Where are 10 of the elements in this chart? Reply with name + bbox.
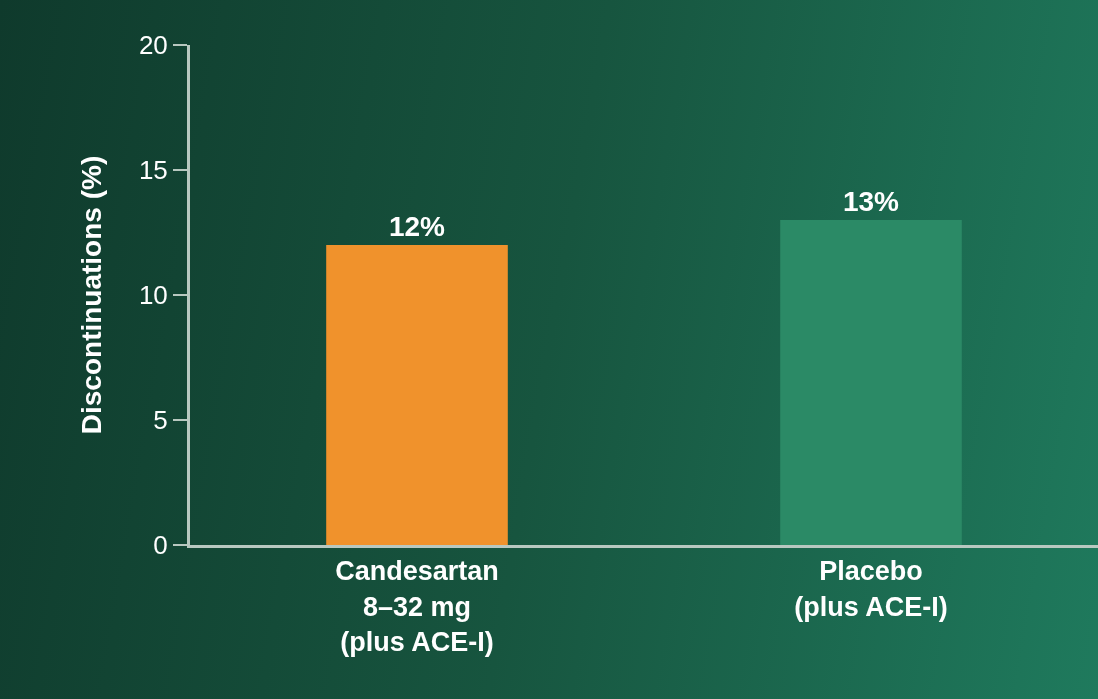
y-tick-label: 0: [153, 530, 168, 561]
y-tick-label: 15: [138, 155, 168, 186]
y-tick-label: 5: [153, 405, 168, 436]
y-tick-label: 10: [138, 280, 168, 311]
y-axis-title: Discontinuations (%): [75, 155, 107, 435]
y-tick-label: 20: [138, 30, 168, 61]
x-tick-label: Placebo (plus ACE-I): [794, 556, 948, 622]
x-tick-label: Candesartan 8–32 mg (plus ACE-I): [335, 556, 499, 657]
data-label: 13%: [842, 186, 900, 217]
data-label: 12%: [388, 211, 446, 242]
